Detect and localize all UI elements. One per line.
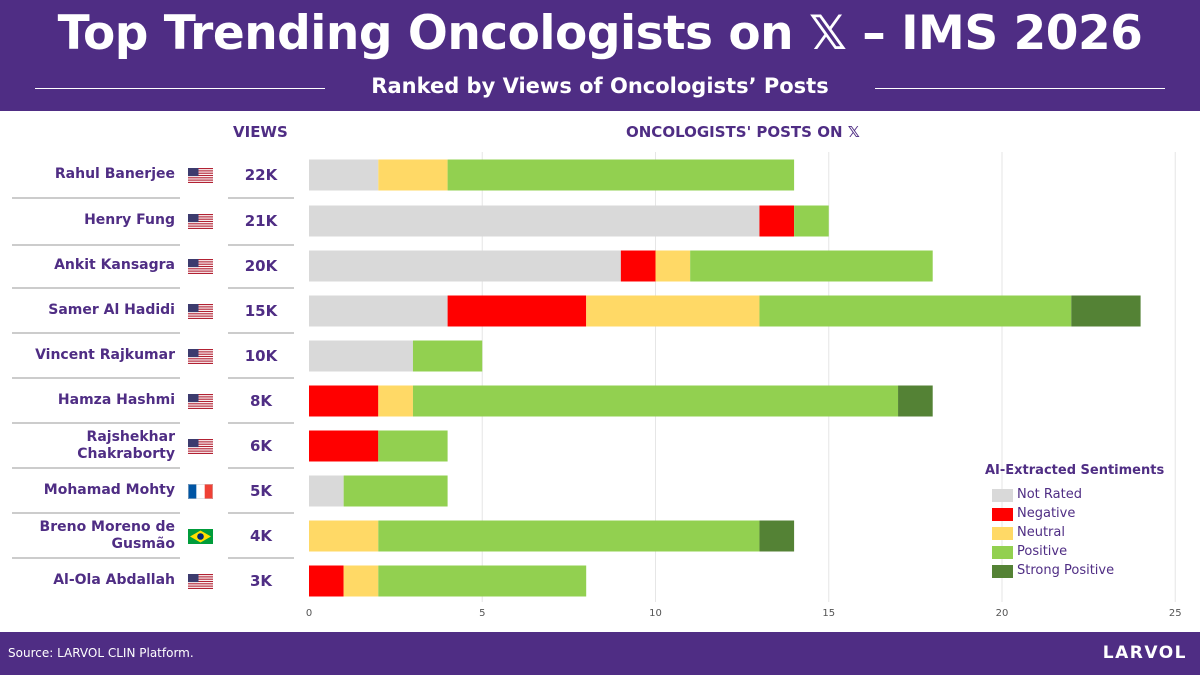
views-value: 3K	[249, 572, 273, 590]
us-flag-icon	[188, 574, 213, 589]
legend-label: Negative	[1017, 506, 1076, 521]
bar-segment	[1071, 295, 1141, 327]
bar-segment	[309, 385, 379, 417]
legend-swatch	[992, 508, 1013, 521]
chart-column-header: ONCOLOGISTS' POSTS ON 𝕏	[626, 123, 860, 141]
bar-segment	[759, 205, 795, 237]
footer-bar: Source: LARVOL CLIN Platform. LARVOL	[0, 632, 1200, 675]
legend-item: Strong Positive	[985, 563, 1185, 582]
x-tick-label: 25	[1169, 608, 1182, 619]
x-tick-label: 10	[649, 608, 662, 619]
bar-segment	[378, 430, 448, 462]
us-flag-icon	[188, 439, 213, 454]
bar-segment	[586, 295, 760, 327]
page-title: Top Trending Oncologists on 𝕏 – IMS 2026	[57, 6, 1143, 61]
bar-segment	[412, 340, 483, 372]
bar-segment	[309, 340, 413, 372]
brand-logo: LARVOL	[1102, 643, 1187, 663]
bar-segment	[620, 250, 656, 282]
bar-segment	[378, 385, 413, 417]
us-flag-icon	[188, 394, 213, 409]
us-flag-icon	[188, 168, 213, 183]
bar-segment	[309, 475, 344, 507]
subtitle-rule-right	[875, 88, 1165, 89]
x-tick-label: 5	[479, 608, 485, 619]
brazil-flag-icon	[188, 529, 213, 544]
bar-segment	[309, 159, 379, 191]
sentiment-legend: AI-Extracted Sentiments Not Rated Negativ…	[985, 463, 1185, 582]
legend-title: AI-Extracted Sentiments	[985, 463, 1165, 478]
legend-swatch	[992, 565, 1013, 578]
oncologist-name: Breno Moreno de Gusmão	[39, 519, 175, 552]
oncologist-name: Rajshekhar Chakraborty	[77, 429, 175, 462]
legend-swatch	[992, 489, 1013, 502]
subtitle-rule-left	[35, 88, 325, 89]
x-tick-label: 0	[306, 608, 312, 619]
oncologist-name: Henry Fung	[84, 212, 175, 228]
us-flag-icon	[188, 349, 213, 364]
views-value: 5K	[249, 482, 273, 500]
bar-segment	[309, 205, 760, 237]
oncologist-name: Vincent Rajkumar	[35, 347, 175, 363]
bar-segment	[690, 250, 933, 282]
legend-label: Positive	[1017, 544, 1068, 559]
us-flag-icon	[188, 259, 213, 274]
bar-segment	[794, 205, 829, 237]
bar-segment	[309, 430, 379, 462]
us-flag-icon	[188, 304, 213, 319]
page-subtitle: Ranked by Views of Oncologists’ Posts	[371, 74, 829, 98]
views-column-header: VIEWS	[233, 123, 288, 141]
legend-item: Not Rated	[985, 487, 1185, 506]
bar-segment	[309, 520, 379, 552]
source-note: Source: LARVOL CLIN Platform.	[8, 646, 194, 660]
bar-segment	[759, 295, 1072, 327]
oncologist-name: Rahul Banerjee	[54, 166, 175, 182]
bar-segment	[343, 565, 379, 597]
france-flag-icon	[188, 484, 213, 499]
views-value: 20K	[244, 257, 278, 275]
legend-item: Positive	[985, 544, 1185, 563]
views-value: 10K	[244, 347, 278, 365]
legend-swatch	[992, 546, 1013, 559]
views-value: 4K	[249, 527, 273, 545]
legend-item: Negative	[985, 506, 1185, 525]
bar-segment	[898, 385, 933, 417]
bar-segment	[309, 565, 344, 597]
oncologist-name: Samer Al Hadidi	[48, 302, 175, 318]
oncologist-name: Mohamad Mohty	[43, 482, 175, 498]
views-value: 22K	[244, 166, 278, 184]
oncologist-name: Hamza Hashmi	[57, 392, 175, 408]
stacked-bar-chart: 0 5 10 15 20 25	[12, 152, 1182, 619]
legend-item: Neutral	[985, 525, 1185, 544]
bar-segment	[309, 250, 621, 282]
bar-segment	[378, 565, 587, 597]
bar-segment	[378, 159, 448, 191]
header-banner: Top Trending Oncologists on 𝕏 – IMS 2026…	[0, 0, 1200, 111]
oncologist-name: Al-Ola Abdallah	[53, 572, 175, 588]
legend-label: Not Rated	[1017, 487, 1082, 502]
views-value: 6K	[249, 437, 273, 455]
us-flag-icon	[188, 214, 213, 229]
bar-segment	[412, 385, 899, 417]
bar-segment	[655, 250, 691, 282]
legend-swatch	[992, 527, 1013, 540]
x-tick-label: 15	[822, 608, 835, 619]
bar-segment	[759, 520, 795, 552]
bar-segment	[378, 520, 760, 552]
views-value: 21K	[244, 212, 278, 230]
views-value: 8K	[249, 392, 273, 410]
legend-items: Not Rated Negative Neutral Positive Strong P…	[985, 487, 1185, 582]
bar-segment	[447, 295, 587, 327]
bar-segment	[447, 159, 795, 191]
subtitle-row: Ranked by Views of Oncologists’ Posts	[35, 74, 1165, 102]
legend-label: Neutral	[1017, 525, 1065, 540]
bar-segment	[309, 295, 448, 327]
views-value: 15K	[244, 302, 278, 320]
x-tick-label: 20	[996, 608, 1009, 619]
oncologist-name: Ankit Kansagra	[54, 257, 175, 273]
bar-segment	[343, 475, 448, 507]
legend-label: Strong Positive	[1017, 563, 1115, 578]
